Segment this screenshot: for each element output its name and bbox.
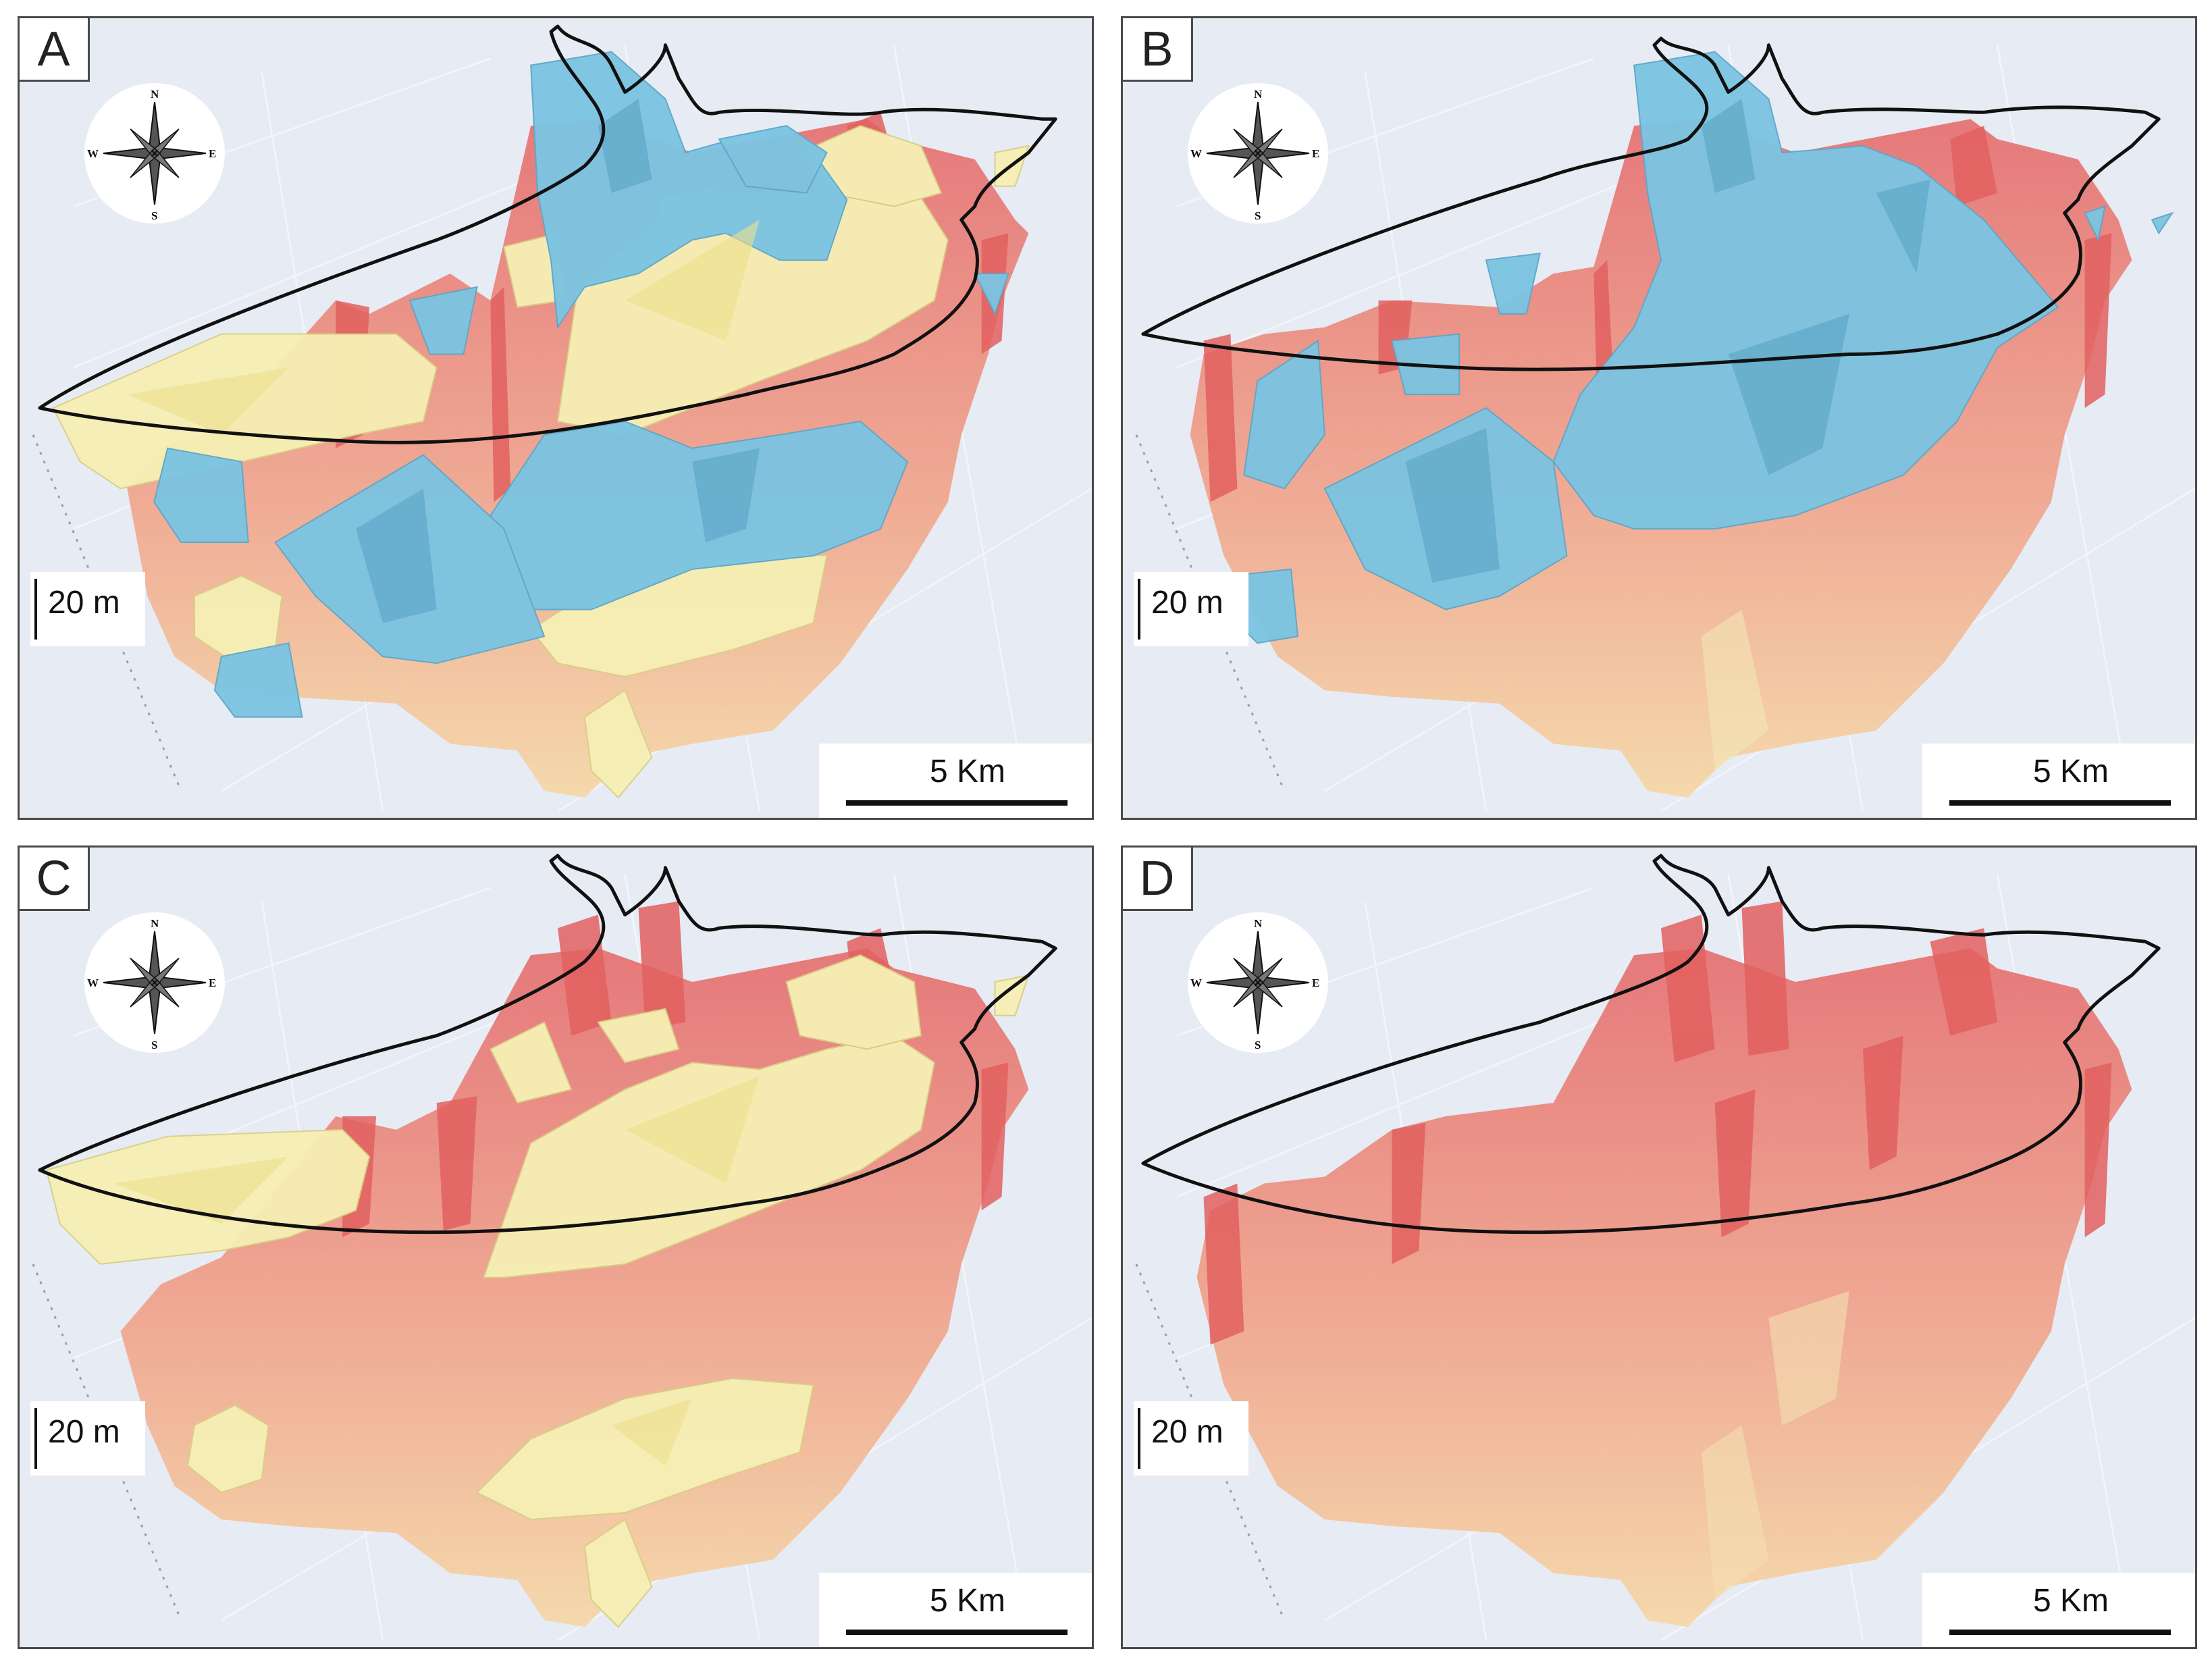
blue-facets xyxy=(1405,99,1930,583)
svg-text:E: E xyxy=(1312,147,1319,160)
svg-text:S: S xyxy=(1255,209,1261,222)
terrain-ridges xyxy=(1203,126,2112,502)
boundary-outline xyxy=(38,854,1057,1234)
compass-rose-icon: N S E W xyxy=(1188,912,1328,1053)
compass-rose-icon: N S E W xyxy=(84,912,225,1053)
svg-text:N: N xyxy=(151,88,159,101)
panel-b: B N S E W 20 m 5 Km xyxy=(1121,16,2197,820)
svg-text:S: S xyxy=(151,1039,157,1051)
horizontal-scale-bar xyxy=(1949,1630,2171,1635)
horizontal-scale: 5 Km xyxy=(819,1573,1092,1647)
boundary-outline xyxy=(1141,854,2161,1234)
scene-c xyxy=(32,854,1092,1642)
terrain-pale xyxy=(1701,1291,1849,1600)
panel-a: A N S E W 20 m 5 Km xyxy=(18,16,1094,820)
boundary-outline xyxy=(38,24,1057,444)
vertical-scale-label: 20 m xyxy=(48,585,120,621)
vertical-scale: 20 m xyxy=(30,1401,145,1476)
svg-text:N: N xyxy=(151,917,159,930)
panel-c: C N S E W 20 m 5 Km xyxy=(18,845,1094,1649)
yellow-facets xyxy=(1701,609,1769,771)
svg-text:N: N xyxy=(1254,88,1263,101)
horizontal-scale: 5 Km xyxy=(819,744,1092,818)
horizontal-scale-label: 5 Km xyxy=(930,754,1006,789)
compass-rose-icon: N S E W xyxy=(1188,83,1328,224)
svg-text:E: E xyxy=(1312,977,1319,989)
horizontal-scale-label: 5 Km xyxy=(930,1583,1006,1619)
horizontal-scale: 5 Km xyxy=(1922,744,2195,818)
scene-d xyxy=(1135,854,2195,1642)
scene-a xyxy=(32,24,1092,812)
dotted-axis xyxy=(1135,1264,1286,1621)
blue-facets xyxy=(356,99,760,623)
panel-label: C xyxy=(20,848,90,911)
svg-text:S: S xyxy=(1255,1039,1261,1051)
vertical-scale-bar xyxy=(1138,579,1140,640)
svg-text:E: E xyxy=(209,147,216,160)
vertical-scale-label: 20 m xyxy=(1151,1414,1223,1450)
vertical-scale-bar xyxy=(34,579,37,640)
horizontal-scale-label: 5 Km xyxy=(2033,1583,2109,1619)
yellow-facets xyxy=(127,219,760,435)
vertical-scale-bar xyxy=(34,1408,37,1469)
panel-label: B xyxy=(1123,18,1193,82)
panel-label: A xyxy=(20,18,90,82)
yellow-facets xyxy=(113,1076,760,1466)
horizontal-scale-bar xyxy=(846,1630,1068,1635)
svg-text:E: E xyxy=(209,977,216,989)
vertical-scale: 20 m xyxy=(1134,572,1248,646)
terrain xyxy=(1196,948,2132,1628)
horizontal-scale-label: 5 Km xyxy=(2033,754,2109,789)
svg-text:S: S xyxy=(151,209,157,222)
vertical-scale-bar xyxy=(1138,1408,1140,1469)
svg-text:W: W xyxy=(87,147,99,160)
svg-text:W: W xyxy=(87,977,99,989)
vertical-scale: 20 m xyxy=(30,572,145,646)
svg-text:N: N xyxy=(1254,917,1263,930)
svg-text:W: W xyxy=(1190,977,1202,989)
horizontal-scale: 5 Km xyxy=(1922,1573,2195,1647)
compass-rose-icon: N S E W xyxy=(84,83,225,224)
vertical-scale-label: 20 m xyxy=(1151,585,1223,621)
panel-d: D N S E W 20 m 5 Km xyxy=(1121,845,2197,1649)
svg-text:W: W xyxy=(1190,147,1202,160)
boundary-outline xyxy=(1141,36,2161,371)
dotted-axis xyxy=(1135,434,1286,791)
horizontal-scale-bar xyxy=(846,800,1068,806)
panel-label: D xyxy=(1123,848,1193,911)
dotted-axis xyxy=(32,434,182,791)
vertical-scale-label: 20 m xyxy=(48,1414,120,1450)
vertical-scale: 20 m xyxy=(1134,1401,1248,1476)
horizontal-scale-bar xyxy=(1949,800,2171,806)
scene-b xyxy=(1135,36,2195,812)
dotted-axis xyxy=(32,1264,182,1621)
